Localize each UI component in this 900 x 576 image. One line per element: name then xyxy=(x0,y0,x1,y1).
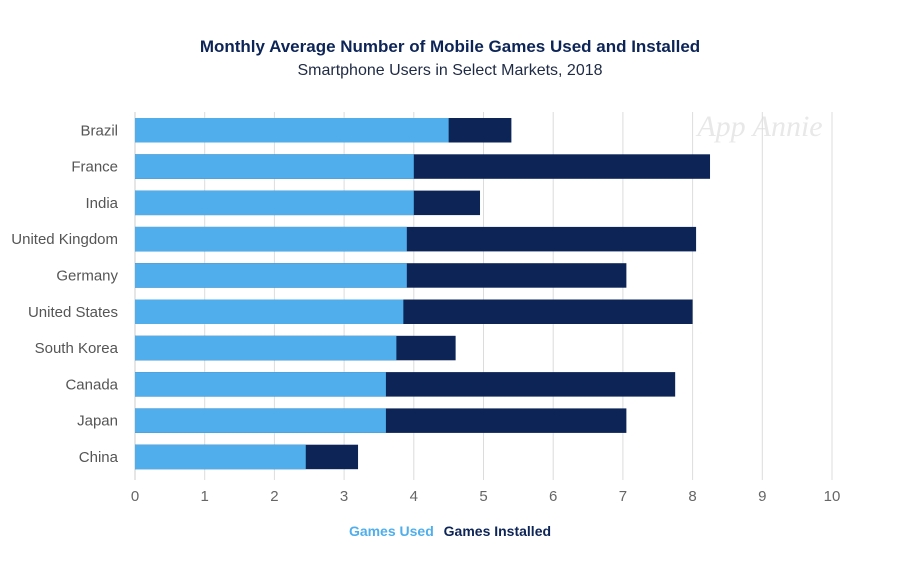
x-tick-label: 0 xyxy=(131,488,139,505)
category-label: France xyxy=(71,159,118,176)
x-tick-label: 7 xyxy=(619,488,627,505)
x-tick-label: 8 xyxy=(688,488,696,505)
bar-games-used xyxy=(135,263,407,288)
legend-games-used: Games Used xyxy=(348,523,434,539)
bar-games-used xyxy=(135,335,397,361)
bar-games-used xyxy=(135,408,386,433)
x-tick-label: 2 xyxy=(270,488,278,505)
x-tick-label: 3 xyxy=(340,488,348,505)
category-label: United Kingdom xyxy=(11,231,118,248)
x-tick-label: 4 xyxy=(410,488,418,505)
bar-games-used xyxy=(135,154,414,179)
chart-subtitle: Smartphone Users in Select Markets, 2018 xyxy=(297,62,603,79)
category-label: India xyxy=(85,195,118,212)
category-label: Canada xyxy=(65,376,118,393)
legend-games-installed: Games Installed xyxy=(443,523,552,539)
x-tick-label: 6 xyxy=(549,488,557,505)
category-label: Brazil xyxy=(80,122,118,139)
category-label: China xyxy=(79,449,119,466)
category-label: Japan xyxy=(77,413,118,430)
x-tick-label: 10 xyxy=(824,488,841,505)
bar-games-used xyxy=(135,444,306,470)
category-label: United States xyxy=(28,304,118,321)
bar-games-used xyxy=(135,372,386,397)
category-label: Germany xyxy=(56,267,118,284)
legend: Games Used Games Installed xyxy=(0,523,900,539)
bar-games-used xyxy=(135,118,449,143)
x-tick-label: 9 xyxy=(758,488,766,505)
chart-title: Monthly Average Number of Mobile Games U… xyxy=(199,37,701,56)
category-label: South Korea xyxy=(35,340,119,357)
bar-games-used xyxy=(135,299,404,324)
bar-games-used xyxy=(135,226,407,252)
watermark: App Annie xyxy=(695,110,822,143)
x-tick-label: 1 xyxy=(201,488,209,505)
bar-games-used xyxy=(135,190,414,216)
x-tick-label: 5 xyxy=(479,488,487,505)
